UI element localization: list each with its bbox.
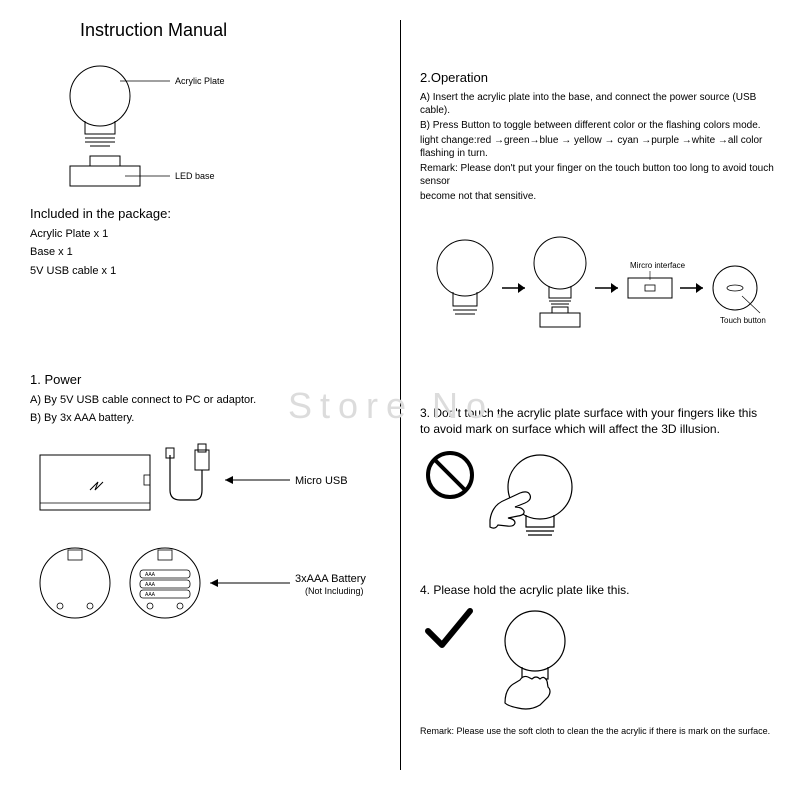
- section4-remark: Remark: Please use the soft cloth to cle…: [420, 726, 785, 736]
- op-line: B) Press Button to toggle between differ…: [420, 119, 785, 132]
- included-item: 5V USB cable x 1: [30, 264, 385, 278]
- battery-diagram: AAA AAA AAA 3xAAA Battery (Not Including…: [30, 538, 385, 628]
- manual-title: Instruction Manual: [80, 20, 385, 41]
- usb-diagram: Micro USB: [30, 440, 385, 530]
- svg-text:AAA: AAA: [145, 582, 156, 588]
- operation-diagram: Mircro interface Touch button: [420, 218, 785, 358]
- battery-sublabel: (Not Including): [305, 586, 364, 596]
- touch-button-label: Touch button: [720, 316, 766, 325]
- bulb-diagram: Acrylic Plate LED base: [30, 56, 385, 196]
- op-line: A) Insert the acrylic plate into the bas…: [420, 91, 785, 117]
- dont-touch-diagram: [420, 445, 785, 555]
- svg-text:AAA: AAA: [145, 572, 156, 578]
- battery-label: 3xAAA Battery: [295, 573, 366, 585]
- op-line: become not that sensitive.: [420, 190, 785, 203]
- power-heading: 1. Power: [30, 372, 385, 387]
- svg-text:AAA: AAA: [145, 592, 156, 598]
- power-line: A) By 5V USB cable connect to PC or adap…: [30, 393, 385, 407]
- hold-diagram: [420, 603, 785, 718]
- micro-usb-label: Micro USB: [295, 475, 348, 487]
- section3-heading: 3. Don't touch the acrylic plate surface…: [420, 406, 760, 437]
- section4-heading: 4. Please hold the acrylic plate like th…: [420, 583, 785, 597]
- included-item: Base x 1: [30, 245, 385, 259]
- included-heading: Included in the package:: [30, 206, 385, 221]
- right-column: 2.Operation A) Insert the acrylic plate …: [400, 0, 800, 800]
- operation-heading: 2.Operation: [420, 70, 785, 85]
- op-line: Remark: Please don't put your finger on …: [420, 162, 785, 188]
- op-line: light change:red →green→blue → yellow → …: [420, 134, 785, 160]
- micro-interface-label: Mircro interface: [630, 261, 686, 270]
- led-base-label: LED base: [175, 171, 215, 181]
- power-line: B) By 3x AAA battery.: [30, 411, 385, 425]
- included-item: Acrylic Plate x 1: [30, 227, 385, 241]
- left-column: Instruction Manual Acrylic Plate LED bas…: [0, 0, 400, 800]
- acrylic-plate-label: Acrylic Plate: [175, 76, 225, 86]
